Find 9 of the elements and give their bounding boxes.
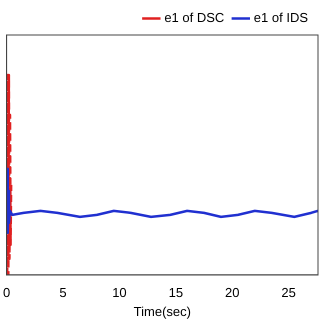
legend-label: e1 of DSC xyxy=(164,10,224,26)
x-tick-label: 0 xyxy=(3,285,10,300)
legend-label: e1 of IDS xyxy=(254,10,308,26)
x-tick-label: 20 xyxy=(225,285,240,300)
x-tick-label: 25 xyxy=(281,285,296,300)
x-tick-label: 15 xyxy=(168,285,184,300)
x-tick-label: 10 xyxy=(112,285,127,300)
x-axis-title: Time(sec) xyxy=(134,304,191,319)
x-tick-label: 5 xyxy=(59,285,67,300)
